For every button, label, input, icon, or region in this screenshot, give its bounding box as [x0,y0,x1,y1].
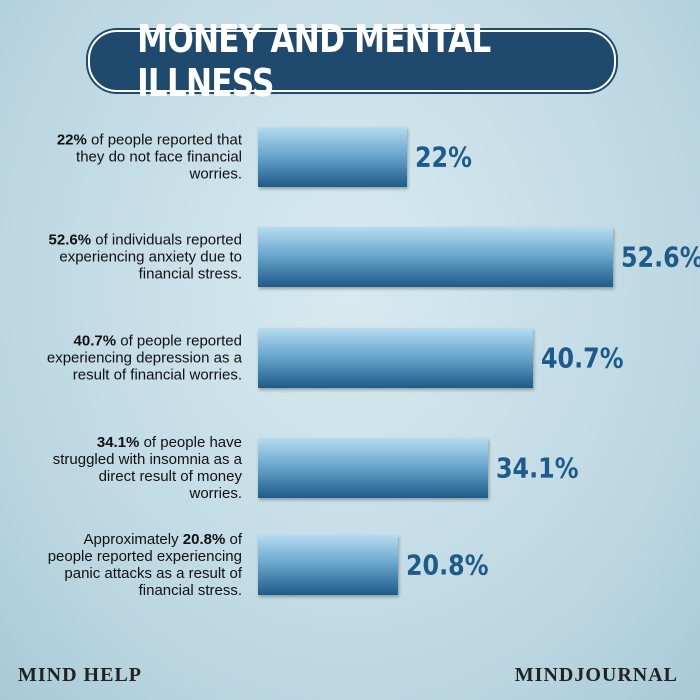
bar [258,438,489,498]
value-label: 52.6% [621,240,700,274]
category-label: Approximately 20.8% of people reported e… [47,531,242,599]
value-label: 20.8% [406,548,489,582]
bar [258,227,614,287]
category-label: 22% of people reported that they do not … [56,131,242,183]
value-label: 34.1% [496,451,579,485]
title-text: MONEY AND MENTAL ILLNESS [137,17,491,105]
bar [258,535,399,595]
bar [258,127,407,187]
logo-left: MIND HELP [18,664,142,686]
value-label: 40.7% [540,341,624,375]
value-label: 22% [414,140,472,174]
category-label: 52.6% of individuals reported experienci… [48,231,242,283]
category-label: 34.1% of people have struggled with inso… [52,434,242,502]
bar [258,328,533,388]
logo-right: MINDJOURNAL [514,664,678,686]
category-label: 40.7% of people reported experiencing de… [46,332,242,384]
chart-title: MONEY AND MENTAL ILLNESS [88,17,616,105]
